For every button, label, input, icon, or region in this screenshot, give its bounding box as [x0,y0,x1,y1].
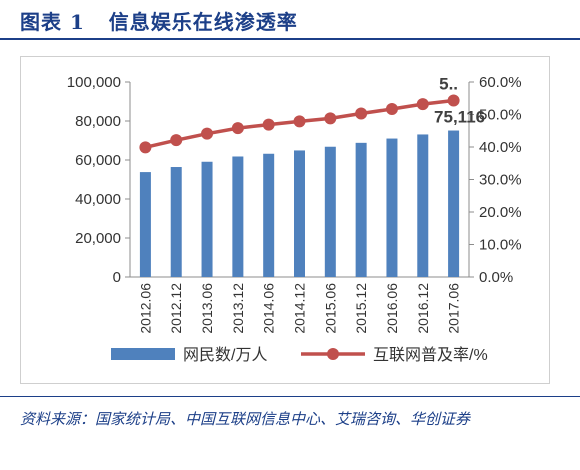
x-axis-tick-label: 2013.12 [230,283,246,334]
line-point [170,134,183,147]
figure-header: 图表 1 信息娱乐在线渗透率 [0,0,580,40]
left-axis-tick-label: 60,000 [75,152,121,169]
right-axis-tick-label: 60.0% [479,74,522,91]
bar [232,156,244,277]
legend-bar-label: 网民数/万人 [183,346,267,364]
line-point [139,141,152,154]
left-axis-tick-label: 0 [113,269,121,286]
data-label: 75,116 [434,108,485,127]
x-axis-tick-label: 2016.12 [415,283,431,334]
bar [386,138,398,277]
right-axis-tick-label: 0.0% [479,269,513,286]
bar [139,172,151,277]
figure-title: 图表 1 信息娱乐在线渗透率 [20,10,298,34]
right-axis-tick-label: 30.0% [479,172,522,189]
bar [201,161,213,277]
data-label: 5.. [439,75,458,94]
bar [294,150,305,277]
bar [417,134,429,277]
bar [355,142,367,277]
bar [324,146,336,277]
chart-frame: 0 20,000 40,000 60,000 80,000 100,000 0.0% 10.0… [20,56,550,384]
line-point [324,112,337,125]
x-axis-tick-label: 2014.12 [292,283,308,334]
bar [448,130,460,277]
left-axis-tick-label: 100,000 [67,74,121,91]
legend-line-label: 互联网普及率/% [373,346,488,364]
line-point [385,102,398,115]
line-point [201,127,214,140]
x-axis-tick-label: 2015.12 [353,283,369,334]
right-axis-tick-label: 50.0% [479,107,522,124]
x-axis-tick-label: 2013.06 [199,283,215,334]
left-axis-tick-label: 80,000 [75,113,121,130]
x-axis-tick-label: 2012.06 [137,283,153,334]
x-axis-tick-label: 2016.06 [384,283,400,334]
x-axis-tick-label: 2017.06 [446,283,462,334]
right-axis-tick-label: 10.0% [479,237,522,254]
left-axis-tick-label: 40,000 [75,191,121,208]
right-axis-tick-label: 40.0% [479,139,522,156]
bar [170,167,182,277]
title-underline [0,38,580,40]
legend-line-marker [327,348,339,360]
line-point [355,107,368,120]
legend-bar-swatch [111,348,175,360]
left-axis-tick-label: 20,000 [75,230,121,247]
line-point [447,94,460,107]
source-divider [0,396,580,397]
line-point [262,118,275,131]
line-point [416,98,429,111]
line-point [293,115,306,128]
bar [263,153,275,277]
right-axis-tick-label: 20.0% [479,204,522,221]
x-axis-tick-label: 2015.06 [322,283,338,334]
combo-chart: 0 20,000 40,000 60,000 80,000 100,000 0.0% 10.0… [67,74,522,364]
source-note: 资料来源：国家统计局、中国互联网信息中心、艾瑞咨询、华创证券 [20,410,471,428]
x-axis-tick-label: 2012.12 [168,283,184,334]
line-point [231,122,244,135]
x-axis-tick-label: 2014.06 [261,283,277,334]
